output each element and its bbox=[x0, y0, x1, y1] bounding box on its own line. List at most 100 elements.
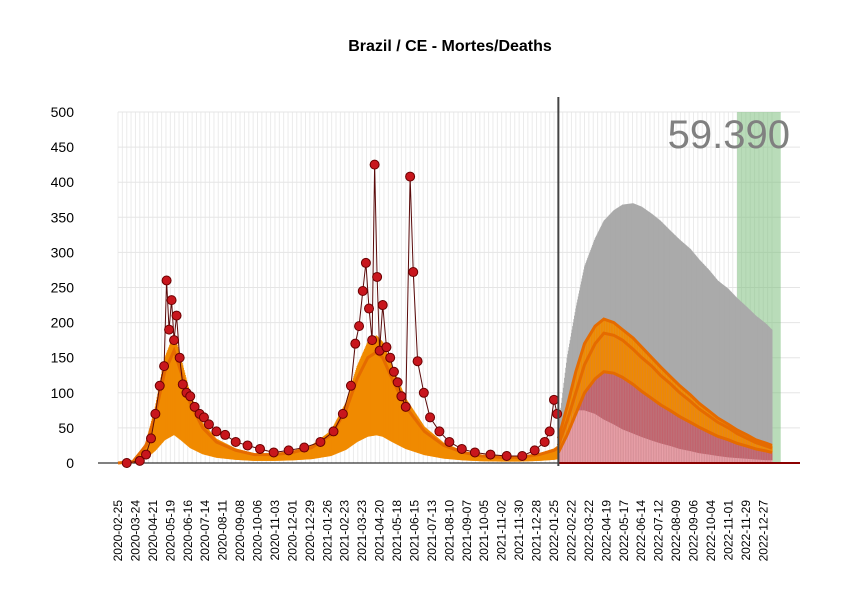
observed-point bbox=[456, 443, 467, 454]
observed-point bbox=[372, 271, 383, 282]
observed-point bbox=[408, 267, 419, 278]
observed-point bbox=[174, 352, 185, 363]
observed-point bbox=[360, 257, 371, 268]
observed-point bbox=[255, 443, 266, 454]
x-tick-label: 2022-07-12 bbox=[652, 500, 666, 562]
observed-point bbox=[268, 447, 279, 458]
observed-point bbox=[299, 442, 310, 453]
observed-point bbox=[203, 419, 214, 430]
x-tick-label: 2022-11-01 bbox=[721, 500, 735, 561]
observed-point bbox=[166, 295, 177, 306]
x-tick-label: 2022-09-06 bbox=[687, 500, 701, 562]
observed-point bbox=[350, 338, 361, 349]
observed-point bbox=[405, 171, 416, 182]
x-tick-label: 2021-06-15 bbox=[407, 500, 421, 562]
x-tick-label: 2022-01-25 bbox=[547, 500, 561, 562]
observed-point bbox=[315, 436, 326, 447]
x-tick-label: 2021-01-26 bbox=[320, 500, 334, 562]
observed-point bbox=[161, 275, 172, 286]
observed-point bbox=[337, 408, 348, 419]
observed-point bbox=[552, 408, 563, 419]
observed-point bbox=[354, 321, 365, 332]
observed-point bbox=[134, 455, 145, 466]
observed-point bbox=[400, 401, 411, 412]
observed-point bbox=[177, 379, 188, 390]
x-tick-label: 2022-03-22 bbox=[582, 500, 596, 562]
observed-point bbox=[364, 303, 375, 314]
x-tick-label: 2020-05-19 bbox=[163, 500, 177, 562]
observed-point bbox=[357, 286, 368, 297]
x-tick-label: 2020-07-14 bbox=[198, 500, 212, 562]
observed-point bbox=[141, 449, 152, 460]
x-tick-label: 2022-02-22 bbox=[564, 500, 578, 562]
total-deaths-label: 59.390 bbox=[668, 113, 790, 157]
observed-point bbox=[396, 391, 407, 402]
observed-point bbox=[220, 429, 231, 440]
x-tick-label: 2022-05-17 bbox=[617, 500, 631, 562]
observed-point bbox=[185, 391, 196, 402]
x-tick-label: 2020-12-01 bbox=[285, 500, 299, 562]
y-tick-label: 50 bbox=[58, 420, 74, 436]
observed-point bbox=[345, 380, 356, 391]
x-tick-label: 2021-11-30 bbox=[512, 500, 526, 561]
forecast-line-inner-high bbox=[556, 317, 773, 447]
observed-point bbox=[154, 380, 165, 391]
y-tick-label: 100 bbox=[51, 385, 75, 401]
observed-point bbox=[501, 450, 512, 461]
observed-point bbox=[198, 412, 209, 423]
observed-point bbox=[549, 394, 559, 405]
x-tick-label: 2021-05-18 bbox=[390, 500, 404, 562]
x-tick-label: 2020-12-29 bbox=[303, 500, 317, 562]
x-tick-label: 2021-04-20 bbox=[373, 500, 387, 562]
observed-point bbox=[146, 433, 157, 444]
y-tick-label: 250 bbox=[51, 280, 75, 296]
observed-point bbox=[242, 440, 253, 451]
x-tick-label: 2020-03-24 bbox=[128, 500, 142, 562]
x-tick-label: 2022-06-14 bbox=[634, 500, 648, 562]
x-tick-label: 2020-09-08 bbox=[233, 500, 247, 562]
observed-point bbox=[434, 426, 445, 437]
y-tick-label: 0 bbox=[66, 455, 74, 471]
x-tick-label: 2020-06-16 bbox=[181, 500, 195, 562]
observed-point bbox=[529, 445, 540, 456]
observed-point bbox=[381, 342, 392, 353]
observed-point bbox=[150, 408, 161, 419]
observed-point bbox=[392, 377, 403, 388]
x-tick-label: 2020-04-21 bbox=[146, 500, 160, 562]
y-tick-label: 300 bbox=[51, 244, 75, 260]
x-tick-label: 2020-08-11 bbox=[216, 500, 230, 561]
x-tick-label: 2020-02-25 bbox=[111, 500, 125, 562]
chart-title: Brazil / CE - Mortes/Deaths bbox=[348, 38, 552, 55]
x-tick-label: 2021-12-28 bbox=[530, 500, 544, 562]
observed-point bbox=[385, 352, 396, 363]
x-tick-label: 2021-08-10 bbox=[442, 500, 456, 562]
observed-point bbox=[367, 335, 378, 346]
observed-point bbox=[388, 366, 399, 377]
observed-point bbox=[539, 436, 550, 447]
observed-point bbox=[283, 445, 294, 456]
observed-point bbox=[159, 361, 170, 372]
observed-point bbox=[211, 426, 222, 437]
forecast-line-median bbox=[556, 331, 773, 450]
observed-point bbox=[469, 447, 480, 458]
forecast-line-inner-low bbox=[557, 370, 773, 454]
x-tick-label: 2022-08-09 bbox=[669, 500, 683, 562]
observed-point bbox=[425, 412, 436, 423]
y-tick-label: 450 bbox=[51, 139, 75, 155]
x-tick-label: 2022-04-19 bbox=[599, 500, 613, 562]
x-tick-label: 2021-07-13 bbox=[425, 500, 439, 562]
x-tick-label: 2021-11-02 bbox=[495, 500, 509, 561]
observed-point bbox=[169, 335, 180, 346]
y-tick-label: 400 bbox=[51, 174, 75, 190]
observed-point bbox=[328, 426, 339, 437]
x-tick-label: 2021-02-23 bbox=[338, 500, 352, 562]
y-tick-label: 150 bbox=[51, 350, 75, 366]
observed-point bbox=[517, 450, 528, 461]
observed-point bbox=[230, 436, 241, 447]
observed-point bbox=[189, 401, 200, 412]
observed-point bbox=[412, 356, 423, 367]
observed-point bbox=[121, 458, 132, 468]
x-tick-label: 2020-10-06 bbox=[251, 500, 265, 562]
x-tick-label: 2022-11-29 bbox=[739, 500, 753, 561]
